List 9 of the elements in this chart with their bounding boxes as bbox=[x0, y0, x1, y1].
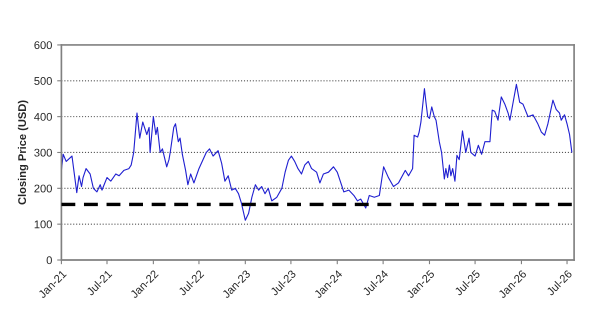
y-tick-label: 100 bbox=[34, 220, 52, 228]
y-tick-label: 0 bbox=[46, 256, 52, 264]
line-series bbox=[61, 84, 572, 221]
y-tick-label: 600 bbox=[34, 41, 52, 50]
y-axis-title: Closing Price (USD) bbox=[18, 100, 28, 204]
y-tick-label: 200 bbox=[34, 184, 52, 192]
y-tick-label: 500 bbox=[34, 77, 52, 85]
y-tick-label: 400 bbox=[34, 112, 52, 121]
y-tick-label: 300 bbox=[34, 148, 52, 157]
